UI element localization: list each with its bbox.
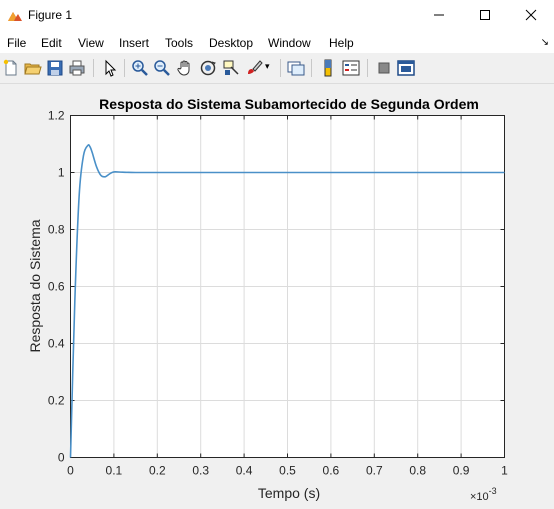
zoom-out-icon[interactable] (153, 59, 171, 77)
title-bar: Figure 1 (0, 0, 554, 31)
show-plot-tools-icon[interactable] (397, 59, 415, 77)
menu-insert[interactable]: Insert (119, 36, 150, 50)
rotate-3d-icon[interactable] (199, 59, 217, 77)
menu-bar: File Edit View Insert Tools Desktop Wind… (0, 31, 554, 53)
minimize-button[interactable] (416, 0, 462, 31)
close-button[interactable] (508, 0, 554, 31)
series-line (69, 144, 505, 458)
plot-svg: 0 0.1 0.2 0.3 0.4 0.5 0.6 0.7 0.8 0.9 1 0 0.2 0.4 0.6 0… (27, 96, 508, 503)
toolbar-separator (124, 59, 125, 77)
x-tick-label: 0.4 (236, 464, 253, 478)
y-tick-label: 0.8 (48, 223, 65, 237)
y-tick-label: 0.4 (48, 337, 65, 351)
brush-dropdown-arrow-icon[interactable]: ▾ (265, 61, 270, 71)
x-tick-label: 1 (501, 464, 508, 478)
x-tick-label: 0.6 (323, 464, 340, 478)
menu-file[interactable]: File (7, 36, 27, 50)
y-axis-label: Resposta do Sistema (27, 219, 43, 352)
x-tick-label: 0.9 (453, 464, 470, 478)
figure-canvas: 0 0.1 0.2 0.3 0.4 0.5 0.6 0.7 0.8 0.9 1 0 0.2 0.4 0.6 0… (0, 84, 554, 504)
menu-edit[interactable]: Edit (41, 36, 62, 50)
x-axis-label: Tempo (s) (258, 485, 320, 501)
zoom-in-icon[interactable] (131, 59, 149, 77)
x-tick-label: 0.5 (279, 464, 296, 478)
menu-view[interactable]: View (78, 36, 104, 50)
toolbar-separator (367, 59, 368, 77)
chart-title: Resposta do Sistema Subamortecido de Seg… (99, 96, 479, 112)
menu-overflow-arrow-icon[interactable]: ↘ (540, 37, 549, 48)
x-tick-label: 0.2 (149, 464, 166, 478)
x-tick-label: 0 (67, 464, 74, 478)
toolbar-separator (93, 59, 94, 77)
x-tick-label: 0.8 (409, 464, 426, 478)
pan-hand-icon[interactable] (176, 59, 194, 77)
y-tick-label: 0.2 (48, 394, 65, 408)
maximize-button[interactable] (462, 0, 508, 31)
open-file-icon[interactable] (24, 59, 42, 77)
menu-tools[interactable]: Tools (165, 36, 194, 50)
x-exponent-label: ×10-3 (470, 486, 497, 503)
toolbar-separator (280, 59, 281, 77)
close-icon (525, 9, 537, 21)
new-figure-icon[interactable] (2, 59, 20, 77)
x-tick-label: 0.3 (192, 464, 209, 478)
toolbar-separator (311, 59, 312, 77)
insert-legend-icon[interactable] (342, 59, 360, 77)
window-title: Figure 1 (28, 8, 73, 22)
x-tick-label: 0.7 (366, 464, 383, 478)
brush-icon[interactable] (245, 59, 263, 77)
menu-window[interactable]: Window (268, 36, 311, 50)
link-plot-icon[interactable] (287, 59, 305, 77)
menu-desktop[interactable]: Desktop (209, 36, 254, 50)
y-tick-label: 0.6 (48, 280, 65, 294)
save-icon[interactable] (46, 59, 64, 77)
matlab-figure-icon (8, 12, 22, 21)
menu-help[interactable]: Help (329, 36, 354, 50)
print-icon[interactable] (68, 59, 86, 77)
y-tick-label: 1 (58, 166, 65, 180)
figure-toolbar: ▾ (0, 53, 554, 84)
y-tick-label: 0 (58, 451, 65, 465)
data-cursor-icon[interactable] (222, 59, 240, 77)
y-tick-label: 1.2 (48, 109, 65, 123)
x-tick-label: 0.1 (106, 464, 123, 478)
maximize-icon (480, 10, 490, 20)
insert-colorbar-icon[interactable] (319, 59, 337, 77)
edit-plot-arrow-icon[interactable] (101, 59, 119, 77)
minimize-icon (434, 14, 444, 16)
hide-plot-tools-icon[interactable] (375, 59, 393, 77)
